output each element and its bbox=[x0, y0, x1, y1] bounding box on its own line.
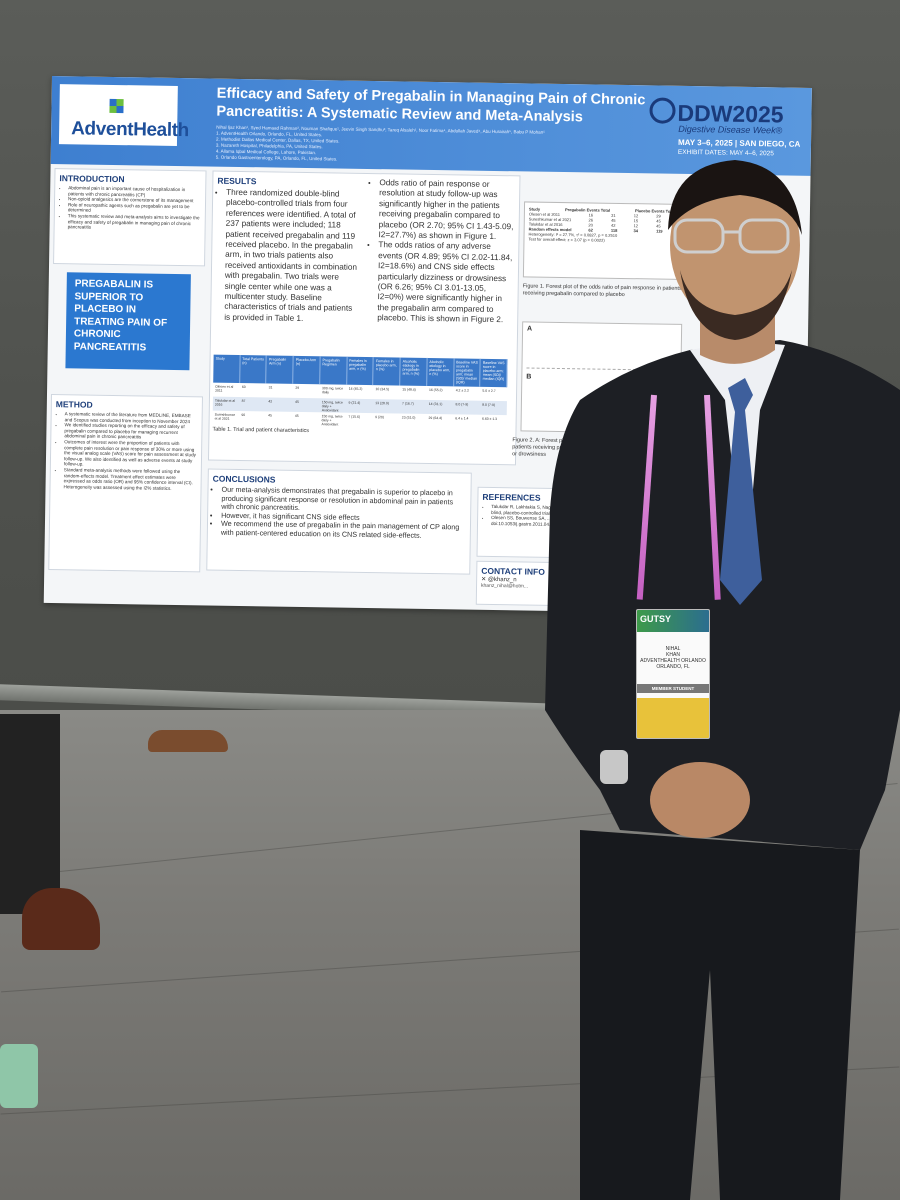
conference-subtitle: Digestive Disease Week® bbox=[678, 123, 783, 136]
hands bbox=[650, 762, 750, 838]
key-finding-callout: PREGABALIN IS SUPERIOR TO PLACEBO IN TRE… bbox=[65, 272, 191, 371]
beard bbox=[680, 270, 792, 340]
adventhealth-logo-icon bbox=[109, 98, 124, 114]
introduction-section: INTRODUCTION Abdominal pain is an import… bbox=[53, 168, 207, 267]
head bbox=[670, 165, 800, 325]
tie bbox=[720, 378, 762, 605]
shoe-left bbox=[22, 888, 100, 950]
conference-dates: MAY 3–6, 2025 | SAN DIEGO, CA bbox=[677, 137, 801, 149]
method-section: METHOD A systematic review of the litera… bbox=[48, 394, 203, 573]
watch bbox=[600, 750, 628, 784]
badge-member-type: MEMBER STUDENT bbox=[637, 684, 709, 693]
trousers bbox=[580, 830, 860, 1200]
badge-city: ORLANDO, FL bbox=[656, 664, 690, 670]
person-legs-left bbox=[0, 714, 60, 914]
badge-header: GUTSY bbox=[637, 610, 709, 632]
name-badge: GUTSY NIHAL KHAN ADVENTHEALTH ORLANDO OR… bbox=[636, 609, 710, 739]
table-body: Olesen et al 2011 60 31 29 300 mg, twice dai… bbox=[212, 383, 508, 430]
badge-org: ADVENTHEALTH ORLANDO bbox=[640, 658, 706, 664]
suit-jacket bbox=[545, 340, 900, 850]
badge-ribbon bbox=[637, 698, 709, 738]
glasses-left bbox=[673, 218, 725, 254]
conclusions-section: CONCLUSIONS Our meta-analysis demonstrat… bbox=[206, 468, 472, 575]
shoe-back bbox=[148, 730, 228, 752]
hair bbox=[668, 160, 802, 235]
adventhealth-logo: AdventHealth bbox=[58, 84, 189, 146]
trial-characteristics-table: Study Total Patients (n) Pregabalin Arm … bbox=[212, 354, 508, 438]
ddw-ring-icon bbox=[649, 97, 676, 124]
poster-title: Efficacy and Safety of Pregabalin in Man… bbox=[216, 85, 646, 126]
bottle bbox=[0, 1044, 38, 1108]
glasses-right bbox=[738, 218, 790, 254]
badge-last-name: KHAN bbox=[666, 652, 680, 658]
presenter-person bbox=[545, 160, 900, 1200]
badge-first-name: NIHAL bbox=[665, 646, 681, 652]
